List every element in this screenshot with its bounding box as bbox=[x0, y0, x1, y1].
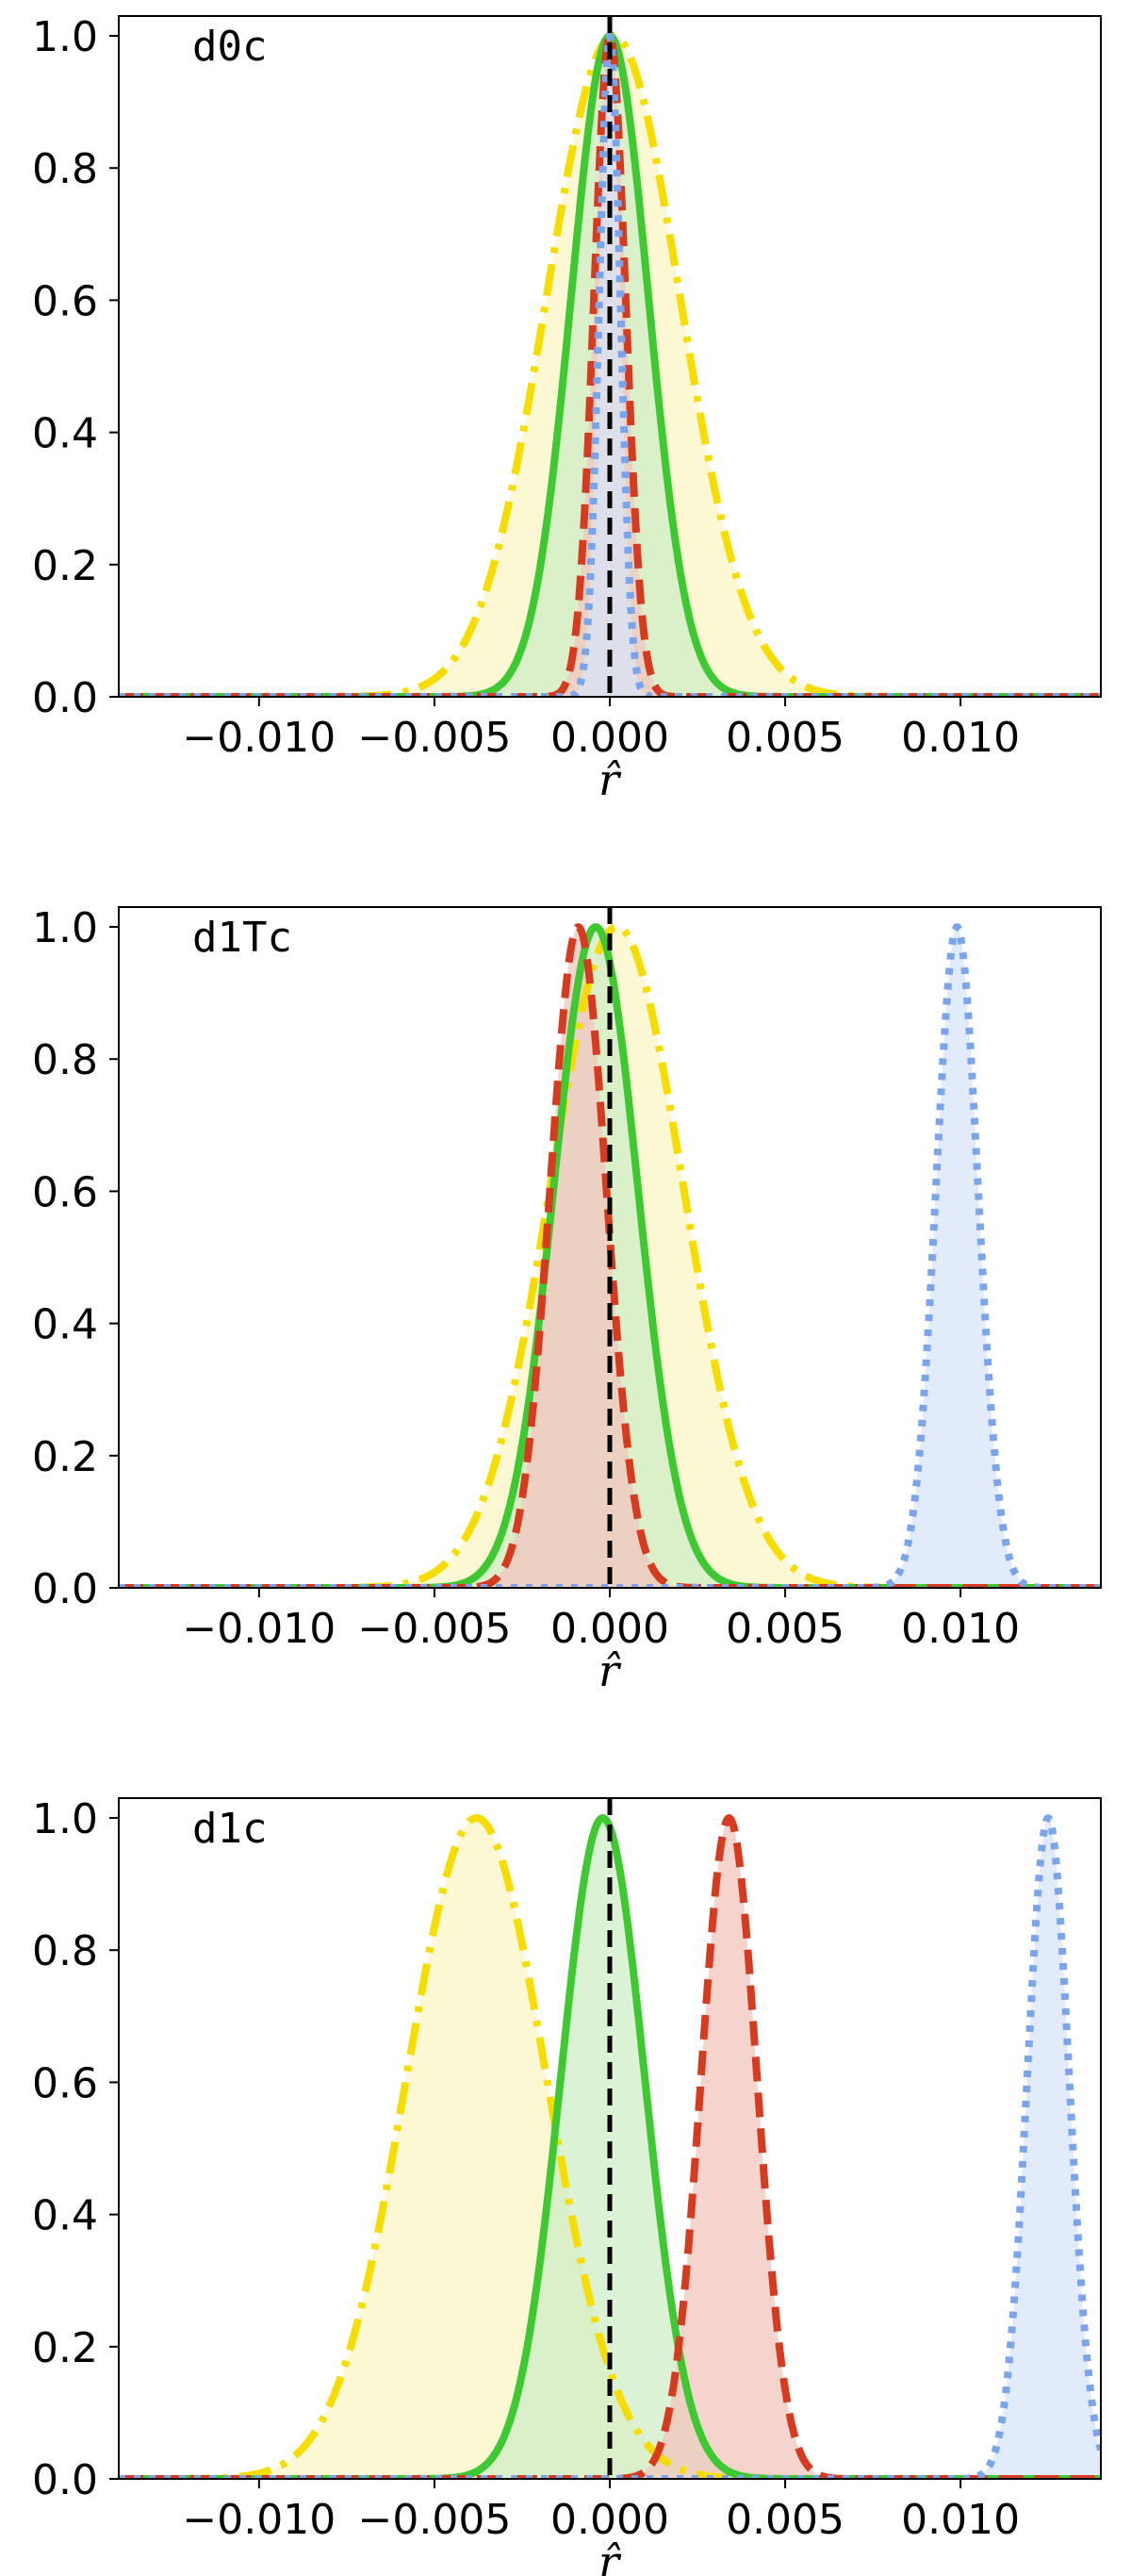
panel-label: d0c bbox=[192, 23, 267, 71]
y-tick-label: 0.6 bbox=[32, 277, 98, 325]
plot-area bbox=[119, 1798, 1101, 2479]
y-tick-label: 0.2 bbox=[32, 2324, 98, 2372]
y-tick-label: 0.6 bbox=[32, 1168, 98, 1216]
x-tick-label: −0.005 bbox=[358, 1605, 512, 1653]
x-tick-label: 0.000 bbox=[550, 1605, 669, 1653]
plot-area bbox=[119, 907, 1101, 1588]
y-tick-label: 0.4 bbox=[32, 410, 98, 458]
x-tick-label: 0.010 bbox=[901, 1605, 1020, 1653]
y-tick-label: 0.8 bbox=[32, 1927, 98, 1975]
x-axis-label: r̂ bbox=[598, 1645, 622, 1696]
series-line-3 bbox=[119, 923, 1101, 1588]
y-tick-label: 0.2 bbox=[32, 542, 98, 590]
x-tick-label: 0.000 bbox=[550, 714, 669, 762]
series-fill-0 bbox=[119, 1818, 1101, 2479]
plot-area bbox=[119, 16, 1101, 697]
x-tick-label: −0.005 bbox=[358, 2496, 512, 2544]
x-tick-label: −0.010 bbox=[182, 714, 336, 762]
x-tick-label: 0.005 bbox=[726, 714, 844, 762]
x-tick-label: 0.000 bbox=[550, 2496, 669, 2544]
series-line-0 bbox=[119, 1814, 1101, 2479]
chart-panel-d1Tc: −0.010 −0.005 0.000 0.005 0.010 0.0 0.2 0.4 0.6 0… bbox=[32, 904, 1102, 1696]
chart-panel-d0c: −0.010 −0.005 0.000 0.005 0.010 0.0 0.2 0.4 0.6 0… bbox=[32, 13, 1102, 805]
x-tick-label: 0.005 bbox=[726, 2496, 844, 2544]
y-tick-label: 0.4 bbox=[32, 2192, 98, 2240]
y-tick-label: 0.0 bbox=[32, 674, 98, 722]
x-tick-label: −0.010 bbox=[182, 2496, 336, 2544]
y-tick-label: 0.6 bbox=[32, 2059, 98, 2107]
y-tick-label: 1.0 bbox=[32, 13, 98, 61]
chart-panel-d1c: −0.010 −0.005 0.000 0.005 0.010 0.0 0.2 0.4 0.6 0… bbox=[32, 1795, 1102, 2576]
series-line-3 bbox=[119, 32, 1101, 697]
series-line-0 bbox=[119, 923, 1101, 1588]
x-tick-label: 0.010 bbox=[901, 2496, 1020, 2544]
y-tick-label: 0.8 bbox=[32, 1036, 98, 1084]
x-tick-label: 0.005 bbox=[726, 1605, 844, 1653]
y-tick-label: 0.8 bbox=[32, 145, 98, 193]
y-tick-label: 0.0 bbox=[32, 1565, 98, 1613]
panel-label: d1Tc bbox=[192, 914, 292, 962]
x-tick-label: −0.010 bbox=[182, 1605, 336, 1653]
y-tick-label: 0.0 bbox=[32, 2456, 98, 2504]
y-tick-label: 1.0 bbox=[32, 904, 98, 952]
x-axis-label: r̂ bbox=[598, 2536, 622, 2576]
x-tick-label: 0.010 bbox=[901, 714, 1020, 762]
y-tick-label: 0.2 bbox=[32, 1433, 98, 1481]
y-tick-label: 0.4 bbox=[32, 1301, 98, 1349]
x-tick-label: −0.005 bbox=[358, 714, 512, 762]
x-axis-label: r̂ bbox=[598, 754, 622, 805]
y-tick-label: 1.0 bbox=[32, 1795, 98, 1843]
panel-label: d1c bbox=[192, 1805, 267, 1853]
